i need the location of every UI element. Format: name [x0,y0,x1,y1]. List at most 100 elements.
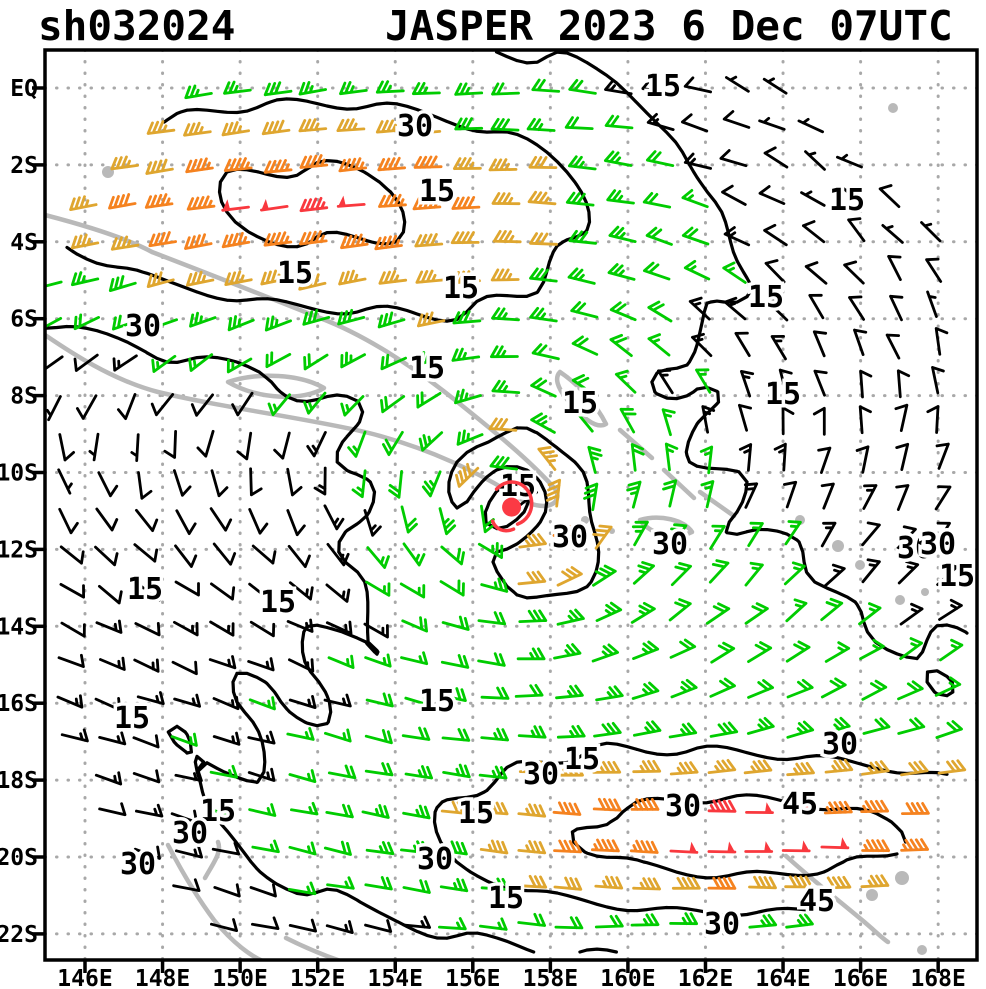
wind-barb [708,559,730,584]
wind-barb [823,563,846,588]
barb-staff [441,728,471,742]
barb-staff [783,480,798,509]
wind-barb [488,417,518,432]
contour-label: 15 [748,280,784,315]
barb-staff [813,369,828,397]
wind-barb [378,193,407,208]
barb-staff [288,581,314,601]
wind-barb [936,562,959,586]
wind-barb [453,157,482,170]
wind-barb [657,369,674,395]
barb-staff [251,916,280,930]
barb-staff [377,156,407,172]
barb-staff [326,542,350,567]
barb-staff [862,717,891,735]
barb-staff [556,724,586,739]
barb-staff [633,720,662,737]
barb-staff [450,231,480,245]
barb-staff [212,542,237,566]
barb-staff [657,369,674,395]
barb-staff [784,520,802,546]
barb-staff [641,78,671,94]
barb-staff [664,442,679,472]
barb-staff [94,771,123,786]
barb-staff [517,725,547,739]
x-tick-label: 168E [910,966,965,989]
barb-staff [190,393,214,417]
barb-staff [699,445,714,475]
contour-label: 15 [939,559,975,594]
wind-barb [681,113,709,133]
wind-barb [248,696,276,711]
wind-barb [413,155,443,169]
barb-staff [537,446,558,471]
barb-staff [747,641,773,663]
wind-barb [56,694,84,709]
barb-staff [881,224,904,244]
coastline [637,515,695,539]
y-tick-label: 22S [0,922,38,948]
wind-barb [288,581,314,601]
barb-staff [145,158,174,175]
wind-barb [934,676,962,697]
wind-barb [480,686,510,700]
wind-barb [646,113,675,131]
wind-barb [402,915,431,929]
wind-barb [366,546,390,569]
wind-barb [363,509,382,537]
wind-barb [438,507,457,536]
barb-staff [804,261,828,285]
wind-barb [786,678,814,699]
barb-staff [249,883,277,898]
barb-staff [705,602,731,625]
barb-staff [554,916,584,930]
wind-barb [897,717,926,735]
barb-staff [626,480,642,509]
island [855,560,865,570]
wind-barb [766,297,789,322]
barb-staff [415,269,445,284]
barb-staff [609,333,633,357]
barb-staff [451,196,481,210]
wind-barb [364,919,393,933]
wind-barb [337,308,366,326]
barb-staff [858,405,872,435]
barb-staff [287,544,311,568]
barb-staff [144,193,174,209]
wind-barb [593,722,622,738]
barb-staff [477,611,507,626]
wind-barb [286,618,314,633]
barb-staff [583,482,599,512]
wind-barb [260,269,289,286]
wind-barb [327,764,357,780]
barb-staff [46,317,63,328]
wind-barb [135,508,159,532]
barb-staff [59,545,85,565]
wind-barb [456,429,484,446]
barb-staff [758,185,786,205]
wind-barb [669,912,698,926]
wind-barb [226,357,253,374]
barb-staff [744,561,764,587]
wind-barb [418,431,444,452]
wind-barb [518,609,548,623]
wind-barb [380,395,406,414]
wind-barb [286,727,315,741]
barb-staff [490,345,519,359]
barb-staff [708,559,730,584]
barb-staff [400,505,418,534]
barb-staff [861,558,881,584]
barb-staff [290,801,319,816]
contour-label: 15 [114,701,150,736]
barb-staff [899,602,924,626]
barb-staff [691,332,713,357]
wind-barb [859,638,885,660]
wind-barb [110,155,139,171]
barb-staff [171,660,198,676]
barb-staff [440,545,465,566]
barb-staff [568,229,597,245]
barb-staff [926,405,940,434]
wind-barb [668,598,692,622]
barb-staff [112,354,138,372]
barb-staff [264,315,292,332]
